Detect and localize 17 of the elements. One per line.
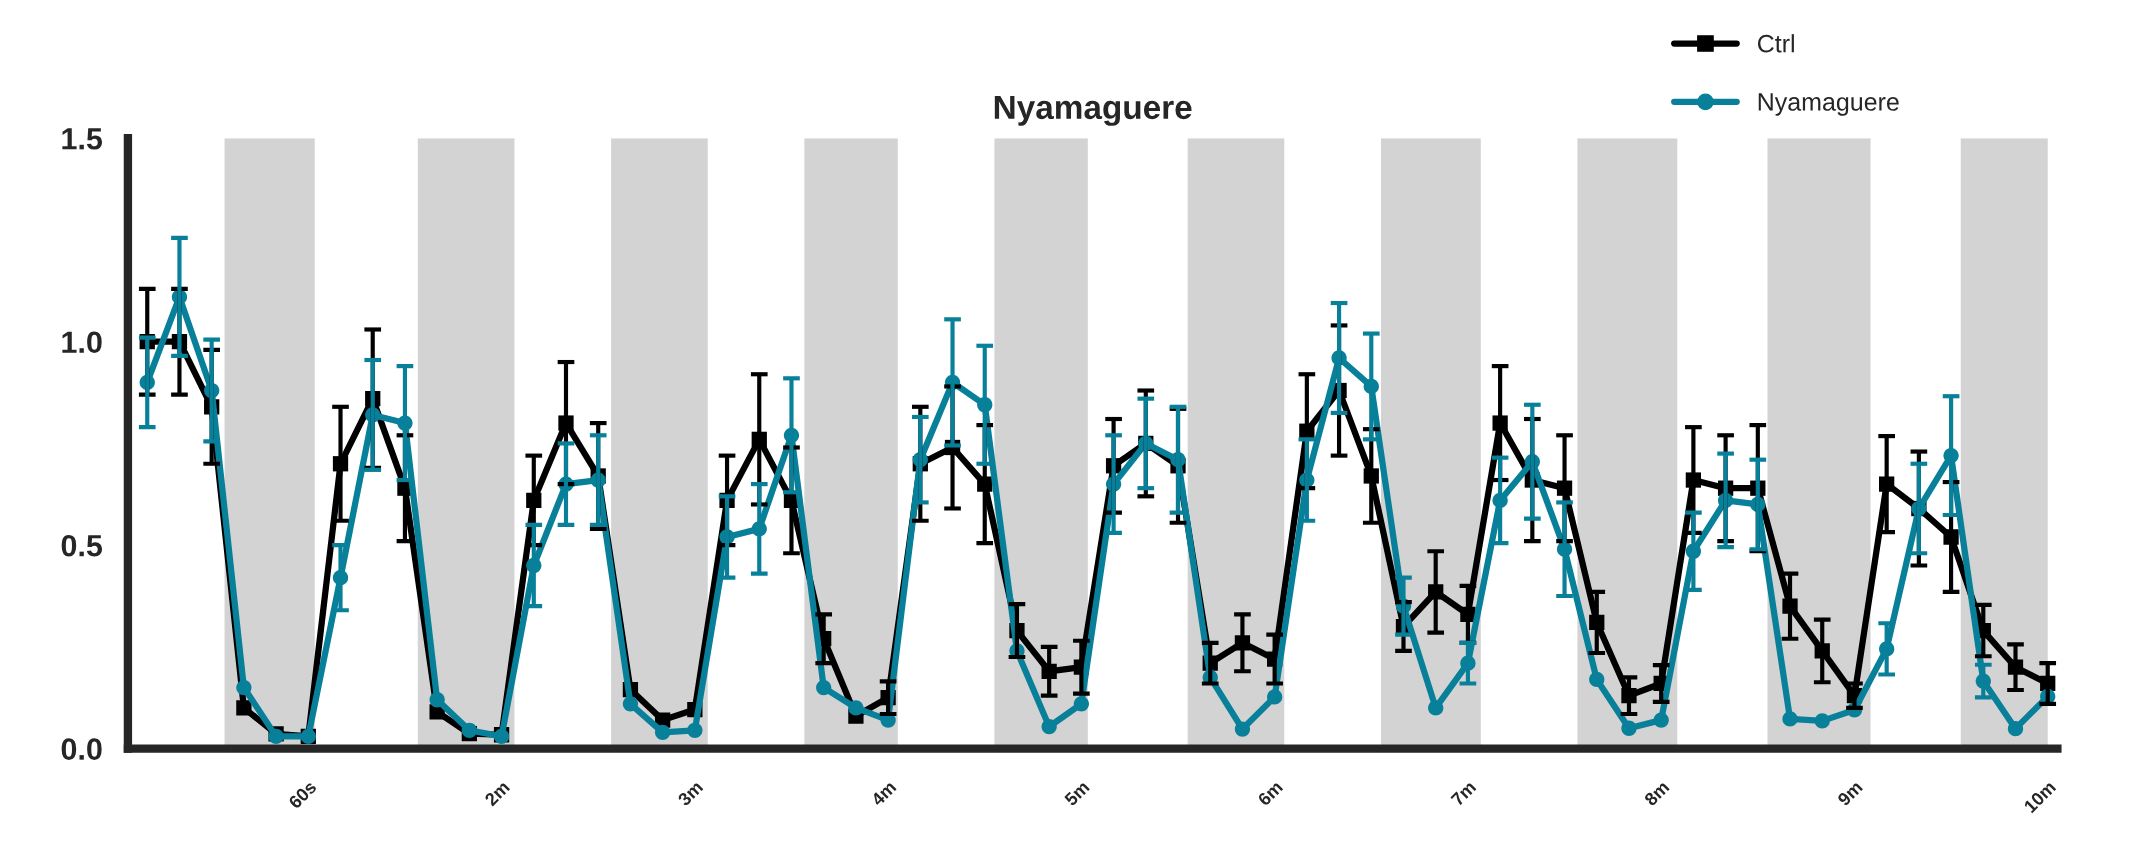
x-tick-label: 7m (1450, 780, 1477, 807)
x-tick-label: 4m (870, 780, 897, 807)
y-tick-label: 1.5 (62, 128, 103, 150)
x-tick-label: 10m (2023, 780, 2057, 814)
x-tick-label: 2m (483, 780, 511, 807)
y-tick-label: 0.5 (61, 534, 103, 557)
chart-title: Nyamaguere (994, 95, 1192, 126)
x-tick-label: 3m (677, 780, 704, 807)
legend-label: Nyamaguere (1758, 93, 1899, 116)
x-tick-label: 9m (1836, 780, 1864, 807)
x-tick-label: 60s (287, 780, 318, 810)
x-tick-label: 8m (1643, 780, 1670, 807)
legend-label: Ctrl (1757, 34, 1794, 53)
y-tick-label: 1.0 (62, 331, 102, 354)
x-tick-label: 5m (1063, 780, 1090, 807)
y-tick-label: 0.0 (61, 738, 102, 760)
x-tick-label: 6m (1257, 780, 1284, 807)
